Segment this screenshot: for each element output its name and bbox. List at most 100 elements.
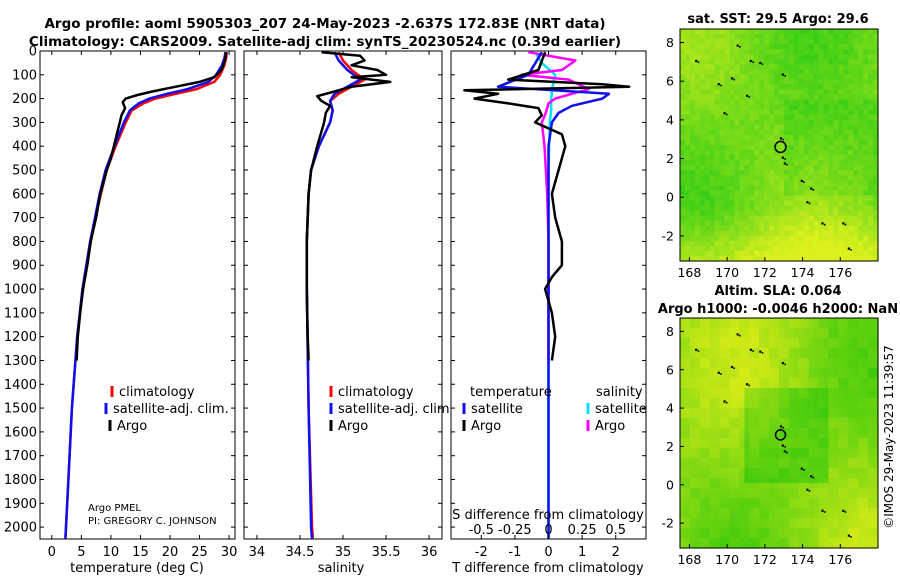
map-cell — [734, 155, 740, 161]
map-cell — [689, 69, 696, 75]
map-cell — [798, 245, 805, 252]
map-cell — [774, 205, 780, 212]
map-cell — [858, 368, 864, 374]
map-cell — [734, 358, 740, 364]
map-cell — [823, 255, 830, 262]
map-cell — [764, 69, 770, 75]
map-cell — [818, 195, 825, 202]
map-cell — [779, 528, 785, 534]
map-cell — [818, 160, 825, 166]
map-cell — [873, 200, 879, 207]
map-cell — [729, 453, 736, 459]
map-cell — [828, 418, 835, 424]
map-cell — [769, 200, 775, 207]
map-cell — [729, 333, 736, 339]
map-cell — [699, 99, 706, 106]
map-cell — [729, 114, 736, 121]
map-cell — [684, 488, 691, 494]
map-cell — [858, 195, 864, 202]
map-cell — [719, 388, 726, 394]
map-cell — [813, 235, 820, 242]
map-cell — [868, 124, 874, 131]
map-cell — [744, 543, 750, 549]
map-cell — [694, 94, 701, 101]
map-cell — [759, 170, 765, 176]
map-cell — [798, 433, 805, 439]
island-mark — [695, 59, 698, 63]
map-cell — [759, 488, 765, 494]
map-cell — [724, 383, 731, 389]
map-cell — [749, 353, 755, 359]
map-cell — [764, 160, 770, 166]
map-cell — [823, 473, 830, 479]
map-cell — [734, 205, 740, 212]
map-cell — [759, 34, 765, 40]
map-cell — [838, 129, 844, 136]
map-cell — [863, 240, 869, 247]
map-cell — [764, 383, 770, 389]
map-cell — [868, 175, 874, 181]
map-cell — [853, 255, 859, 262]
map-cell — [788, 49, 795, 55]
map-cell — [793, 165, 800, 171]
map-cell — [808, 543, 815, 549]
map-cell — [833, 358, 839, 364]
map-cell — [813, 478, 820, 484]
island-mark — [782, 138, 784, 141]
map-cell — [749, 358, 755, 364]
map-cell — [803, 210, 810, 217]
island-mark — [786, 163, 788, 166]
map-cell — [863, 215, 869, 222]
map-cell — [714, 403, 721, 409]
map-cell — [863, 170, 869, 176]
map-cell — [868, 458, 874, 464]
map-cell — [853, 215, 859, 222]
map-cell — [808, 523, 815, 529]
map-cell — [709, 220, 716, 227]
map-cell — [858, 245, 864, 252]
map-cell — [774, 170, 780, 176]
map-cell — [823, 398, 830, 404]
map-cell — [858, 180, 864, 186]
map-cell — [798, 99, 805, 106]
map-cell — [680, 483, 686, 489]
map-cell — [714, 468, 721, 474]
map-cell — [833, 185, 839, 191]
map-cell — [873, 318, 879, 324]
map-cell — [759, 145, 765, 151]
map-cell — [779, 74, 785, 81]
map-cell — [838, 543, 844, 549]
map-cell — [843, 119, 849, 126]
map-cell — [769, 245, 775, 252]
map-cell — [853, 493, 859, 499]
map-cell — [714, 134, 721, 141]
map-cell — [699, 104, 706, 111]
map-cell — [729, 205, 736, 212]
map-cell — [818, 210, 825, 217]
map-cell — [744, 323, 750, 329]
map-cell — [729, 245, 736, 252]
map-cell — [704, 94, 711, 101]
map-cell — [764, 378, 770, 384]
map-cell — [803, 453, 810, 459]
map-cell — [719, 363, 726, 369]
map-cell — [729, 29, 736, 35]
map-cell — [779, 488, 785, 494]
map-cell — [729, 458, 736, 464]
map-cell — [724, 225, 731, 232]
map-cell — [858, 250, 864, 257]
island-mark — [783, 162, 786, 165]
map-cell — [694, 155, 701, 161]
map-cell — [803, 508, 810, 514]
map-cell — [838, 44, 844, 50]
map-cell — [764, 225, 770, 232]
map-cell — [808, 64, 815, 70]
map-cell — [754, 483, 760, 489]
map-cell — [699, 518, 706, 524]
map-cell — [689, 368, 696, 374]
map-cell — [818, 235, 825, 242]
map-cell — [719, 109, 726, 116]
map-cell — [808, 195, 815, 202]
map-cell — [863, 383, 869, 389]
map-cell — [779, 328, 785, 334]
